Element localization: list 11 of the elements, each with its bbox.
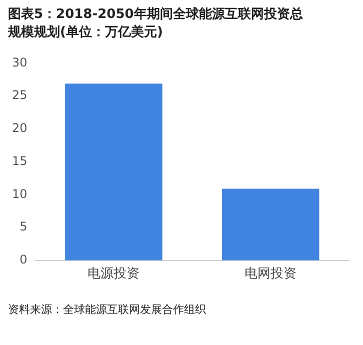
y-tick-label: 15 [12,154,28,168]
x-tick-label: 电源投资 [88,266,140,282]
x-tick-label: 电网投资 [244,266,297,282]
y-tick-label: 20 [12,121,28,136]
y-tick-label: 0 [20,252,28,267]
y-tick-label: 5 [20,220,28,234]
y-tick-label: 30 [12,55,28,70]
chart-title: 图表5：2018-2050年期间全球能源互联网投资总规模规划(单位：万亿美元) [8,6,304,42]
text: 资料来源：全球能源互联网发展合作组织 [8,302,206,317]
y-tick-label: 10 [12,186,28,201]
y-tick-label: 25 [12,88,28,102]
